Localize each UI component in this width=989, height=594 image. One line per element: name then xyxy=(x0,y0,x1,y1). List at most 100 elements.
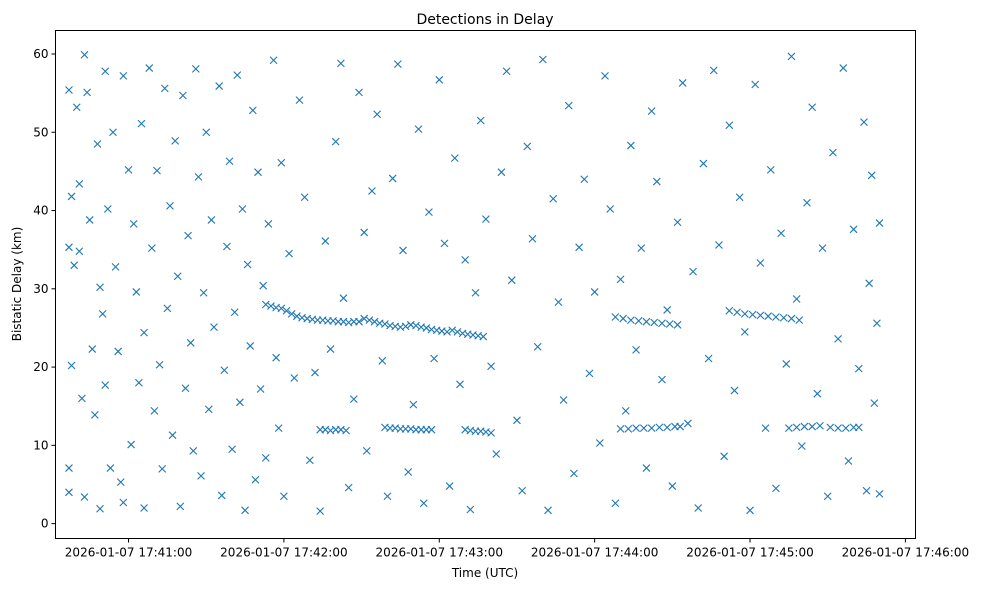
data-point-marker xyxy=(83,88,91,97)
x-axis: 2026-01-07 17:41:00 2026-01-07 17:42:00 20… xyxy=(65,538,969,560)
x-tick-label: 2026-01-07 17:42:00 xyxy=(220,546,347,560)
data-point-marker xyxy=(764,312,773,321)
data-point-marker xyxy=(559,396,568,404)
data-point-marker xyxy=(740,309,749,318)
data-point-marker xyxy=(624,425,633,433)
data-point-marker xyxy=(269,56,278,65)
data-point-marker xyxy=(487,428,495,437)
data-point-marker xyxy=(443,327,451,336)
data-point-marker xyxy=(129,219,138,228)
data-point-marker xyxy=(756,259,765,267)
data-point-marker xyxy=(280,492,288,501)
data-point-marker xyxy=(373,110,382,119)
data-point-marker xyxy=(523,142,532,151)
data-point-marker xyxy=(80,493,89,501)
data-point-marker xyxy=(634,317,643,325)
data-point-marker xyxy=(150,407,159,415)
data-point-marker xyxy=(854,364,863,373)
data-point-marker xyxy=(627,316,635,325)
data-point-marker xyxy=(632,345,640,354)
data-point-marker xyxy=(595,439,604,447)
data-point-marker xyxy=(549,194,558,203)
data-point-marker xyxy=(448,326,457,335)
data-point-marker xyxy=(808,103,817,112)
data-point-marker xyxy=(360,228,369,237)
data-point-marker xyxy=(461,255,470,264)
data-point-marker xyxy=(191,64,200,73)
y-axis-label: Bistatic Delay (km) xyxy=(10,227,24,342)
data-point-marker xyxy=(580,175,589,184)
data-point-marker xyxy=(134,378,143,387)
data-point-marker xyxy=(419,499,428,508)
data-point-marker xyxy=(795,316,804,325)
data-point-marker xyxy=(101,67,110,76)
data-point-marker xyxy=(67,192,76,201)
y-tick-label: 10 xyxy=(33,438,48,452)
data-point-marker xyxy=(204,405,213,414)
data-point-marker xyxy=(166,201,174,210)
x-tick-label: 2026-01-07 17:41:00 xyxy=(65,546,192,560)
data-point-marker xyxy=(867,171,876,180)
data-point-marker xyxy=(735,193,744,202)
data-point-marker xyxy=(875,489,884,498)
data-point-marker xyxy=(207,216,216,224)
data-point-marker xyxy=(427,425,436,434)
data-point-marker xyxy=(787,52,796,61)
data-point-marker xyxy=(619,314,628,323)
data-point-marker xyxy=(823,492,832,501)
data-point-marker xyxy=(676,422,684,431)
data-point-marker xyxy=(267,302,275,310)
data-point-marker xyxy=(652,177,661,186)
data-point-marker xyxy=(476,116,485,125)
data-point-marker xyxy=(65,488,73,497)
data-point-marker xyxy=(554,298,563,307)
data-point-marker xyxy=(217,491,226,500)
data-point-marker xyxy=(140,328,148,337)
chart-title: Detections in Delay xyxy=(416,12,553,28)
data-point-marker xyxy=(673,218,682,227)
data-point-marker xyxy=(360,314,369,323)
data-point-marker xyxy=(259,281,268,290)
data-point-marker xyxy=(632,424,640,433)
data-point-marker xyxy=(184,231,192,240)
data-point-marker xyxy=(779,313,788,322)
data-point-marker xyxy=(163,304,172,313)
y-tick-label: 30 xyxy=(33,282,48,296)
data-point-marker xyxy=(277,304,286,313)
data-point-marker xyxy=(606,205,615,213)
data-point-marker xyxy=(538,55,547,64)
data-point-marker xyxy=(339,294,348,303)
data-point-marker xyxy=(111,262,120,271)
data-point-marker xyxy=(230,308,239,317)
data-point-marker xyxy=(254,168,262,177)
data-point-marker xyxy=(481,215,490,224)
data-point-marker xyxy=(241,506,249,515)
plot-area-frame xyxy=(55,30,916,539)
data-point-marker xyxy=(114,347,123,356)
data-point-marker xyxy=(109,128,117,137)
data-point-marker xyxy=(422,324,431,332)
data-point-marker xyxy=(655,423,664,432)
data-point-marker xyxy=(65,464,73,472)
data-point-marker xyxy=(96,504,104,513)
data-point-marker xyxy=(248,106,257,115)
data-point-marker xyxy=(80,50,89,59)
data-point-marker xyxy=(256,385,265,393)
data-point-marker xyxy=(627,141,635,150)
data-point-marker xyxy=(132,288,141,296)
data-point-marker xyxy=(235,398,244,407)
data-point-marker xyxy=(564,101,573,110)
data-point-marker xyxy=(368,187,376,195)
data-point-marker xyxy=(401,322,410,331)
data-point-marker xyxy=(725,121,734,130)
data-point-marker xyxy=(663,423,672,432)
data-point-marker xyxy=(816,421,824,430)
x-tick-label: 2026-01-07 17:43:00 xyxy=(376,546,503,560)
data-point-marker xyxy=(171,136,180,145)
data-point-marker xyxy=(621,407,630,415)
data-point-marker xyxy=(792,423,801,432)
data-point-marker xyxy=(311,368,319,377)
data-point-marker xyxy=(331,137,340,146)
data-point-marker xyxy=(362,446,371,455)
data-point-marker xyxy=(127,440,136,449)
